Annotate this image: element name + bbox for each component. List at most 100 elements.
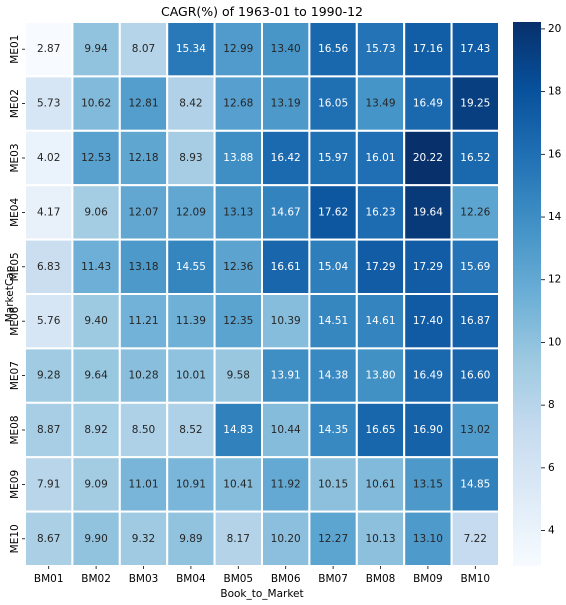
colorbar-tick-label: 4 (548, 525, 555, 537)
cell-value-label: 11.39 (176, 315, 206, 327)
heatmap-cell-me08-bm08 (355, 401, 406, 459)
x-tick-label-bm04: BM04 (176, 573, 206, 585)
heatmap-cell-me02-bm09 (403, 75, 453, 132)
heatmap-cell-me05-bm09 (403, 238, 453, 296)
cell-value-label: 8.52 (179, 424, 202, 436)
cell-value-label: 15.69 (460, 261, 490, 273)
cell-value-label: 11.01 (128, 478, 158, 490)
cell-value-label: 8.67 (37, 533, 60, 545)
x-tick-label-bm07: BM07 (318, 573, 348, 585)
cell-value-label: 10.39 (271, 315, 301, 327)
cell-value-label: 12.68 (223, 98, 253, 110)
x-tick-label-bm10: BM10 (460, 573, 490, 585)
cell-value-label: 14.35 (318, 424, 348, 436)
cell-value-label: 15.97 (318, 152, 348, 164)
heatmap-cell-me10-bm09 (403, 510, 453, 568)
heatmap-cell-me02-bm06 (261, 75, 311, 132)
cell-value-label: 8.92 (84, 424, 107, 436)
colorbar-tick-label: 12 (548, 274, 561, 286)
y-tick-label-me05: ME05 (9, 252, 21, 281)
cell-value-label: 8.17 (227, 533, 250, 545)
cell-value-label: 5.73 (37, 98, 60, 110)
cell-value-label: 13.19 (271, 98, 301, 110)
cell-value-label: 14.51 (318, 315, 348, 327)
cell-value-label: 10.62 (81, 98, 111, 110)
heatmap-cell-me09-bm05 (213, 456, 264, 513)
cell-value-label: 17.16 (413, 43, 443, 55)
cell-value-label: 10.01 (176, 370, 206, 382)
heatmap-cell-me10-bm05 (213, 510, 264, 568)
heatmap-cell-me05-bm10 (450, 238, 501, 296)
cell-value-label: 14.85 (460, 478, 490, 490)
heatmap-cell-me04-bm07 (308, 184, 358, 241)
cell-value-label: 9.94 (84, 43, 108, 55)
x-axis-ticks: BM01 BM02 BM03 BM04 BM05 BM06 BM07 BM08 BM09 BM10 (34, 566, 490, 585)
heatmap-cell-me04-bm06 (261, 184, 311, 241)
y-tick-label-me04: ME04 (9, 198, 21, 227)
heatmap-cell-me10-bm06 (261, 510, 311, 568)
cell-value-label: 9.06 (84, 206, 108, 218)
heatmap-cell-me06-bm04 (166, 293, 216, 350)
cell-value-label: 13.13 (223, 206, 253, 218)
colorbar-tick-label: 18 (548, 86, 561, 98)
heatmap-cell-me07-bm09 (403, 347, 453, 404)
heatmap-cell-me02-bm10 (450, 75, 501, 132)
heatmap-cell-me09-bm08 (355, 456, 406, 513)
cell-value-label: 12.53 (81, 152, 111, 164)
heatmap-cell-me07-bm10 (450, 347, 501, 404)
heatmap-cell-labels: 2.87 9.94 8.07 15.34 12.99 13.40 16.56 15.73 17.… (37, 43, 491, 545)
cell-value-label: 5.76 (37, 315, 61, 327)
colorbar-ticks: 4 6 8 10 12 14 16 18 20 (541, 23, 562, 537)
cell-value-label: 16.61 (271, 261, 301, 273)
heatmap-cell-me02-bm04 (166, 75, 216, 132)
heatmap-cell-me07-bm06 (261, 347, 311, 404)
cell-value-label: 9.89 (179, 533, 202, 545)
x-tick-label-bm08: BM08 (366, 573, 396, 585)
heatmap-cell-me04-bm01 (24, 184, 74, 241)
heatmap-cells (24, 21, 501, 568)
cell-value-label: 17.62 (318, 206, 348, 218)
cell-value-label: 8.07 (132, 43, 155, 55)
cell-value-label: 11.43 (81, 261, 111, 273)
heatmap-cell-me06-bm01 (24, 293, 74, 350)
cell-value-label: 14.61 (365, 315, 395, 327)
cell-value-label: 12.09 (176, 206, 206, 218)
cell-value-label: 16.56 (318, 43, 348, 55)
y-tick-label-me09: ME09 (9, 470, 21, 499)
cell-value-label: 9.90 (84, 533, 107, 545)
heatmap-cell-me08-bm09 (403, 401, 453, 459)
cell-value-label: 9.28 (37, 370, 60, 382)
cell-value-label: 12.81 (128, 98, 158, 110)
y-tick-label-me07: ME07 (9, 361, 21, 390)
cell-value-label: 15.34 (176, 43, 206, 55)
cell-value-label: 16.23 (365, 206, 395, 218)
heatmap-cell-me02-bm07 (308, 75, 358, 132)
cell-value-label: 6.83 (37, 261, 60, 273)
cell-value-label: 19.64 (413, 206, 443, 218)
cell-value-label: 20.22 (413, 152, 443, 164)
colorbar: 4 6 8 10 12 14 16 18 20 (513, 22, 562, 566)
cell-value-label: 16.49 (413, 370, 443, 382)
cell-value-label: 9.32 (132, 533, 155, 545)
x-tick-label-bm01: BM01 (34, 573, 64, 585)
chart-title: CAGR(%) of 1963-01 to 1990-12 (161, 4, 363, 19)
cell-value-label: 13.49 (365, 98, 395, 110)
cell-value-label: 10.41 (223, 478, 253, 490)
cell-value-label: 17.29 (365, 261, 395, 273)
heatmap-cell-me08-bm05 (213, 401, 264, 459)
colorbar-tick-label: 6 (548, 462, 555, 474)
cell-value-label: 16.05 (318, 98, 348, 110)
cell-value-label: 15.73 (365, 43, 395, 55)
cell-value-label: 15.04 (318, 261, 348, 273)
heatmap-cell-me08-bm07 (308, 401, 358, 459)
cell-value-label: 13.40 (271, 43, 301, 55)
colorbar-tick-label: 8 (548, 399, 555, 411)
cell-value-label: 10.44 (271, 424, 301, 436)
heatmap-cell-me10-bm07 (308, 510, 358, 568)
heatmap-cell-me01-bm06 (261, 21, 311, 78)
x-tick-label-bm06: BM06 (271, 573, 301, 585)
cell-value-label: 13.18 (128, 261, 158, 273)
cell-value-label: 7.22 (464, 533, 487, 545)
heatmap-cell-me07-bm01 (24, 347, 74, 404)
heatmap-cell-me09-bm09 (403, 456, 453, 513)
